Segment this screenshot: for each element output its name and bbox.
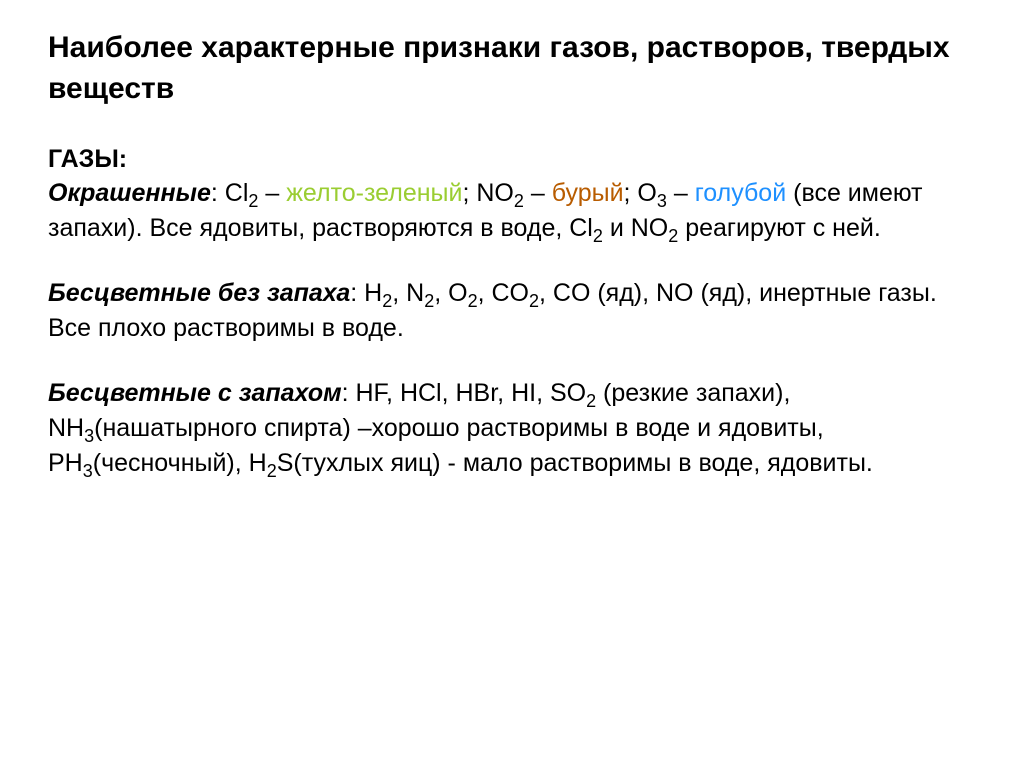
p2-s2: 2 — [424, 291, 434, 311]
p3-e: (чесночный), H — [93, 449, 267, 477]
p3-f: S(тухлых яиц) - мало растворимы в воде, … — [277, 449, 873, 477]
p3-s2: 3 — [84, 426, 94, 446]
no2-dash: – — [524, 179, 552, 207]
gas-heading: ГАЗЫ: — [48, 145, 976, 174]
tail-sub2: 2 — [668, 226, 678, 246]
p2-s1: 2 — [382, 291, 392, 311]
p3-s1: 2 — [586, 391, 596, 411]
tail-end: реагируют с ней. — [678, 214, 881, 242]
p2-d: , CO — [478, 279, 529, 307]
colorless-odorless-paragraph: Бесцветные без запаха: H2, N2, O2, CO2, … — [48, 276, 976, 346]
colorless-odor-paragraph: Бесцветные с запахом: HF, HCl, HBr, HI, … — [48, 376, 976, 481]
colored-gases-paragraph: Окрашенные: Cl2 – желто-зеленый; NO2 – б… — [48, 176, 976, 246]
no2-pre: ; NO — [462, 179, 513, 207]
tail-mid: и NO — [603, 214, 668, 242]
p3-a: : HF, HCl, HBr, HI, SO — [342, 379, 586, 407]
no2-sub: 2 — [514, 191, 524, 211]
p2-a: : H — [350, 279, 382, 307]
p3-c: (нашатырного спирта) –хорошо растворимы … — [94, 414, 824, 442]
no2-color: бурый — [552, 179, 624, 207]
p3-s3: 3 — [83, 461, 93, 481]
p2-s3: 2 — [468, 291, 478, 311]
cl2-color: желто-зеленый — [286, 179, 462, 207]
o3-pre: ; O — [624, 179, 657, 207]
p3-lead: Бесцветные с запахом — [48, 379, 342, 407]
cl2-pre: : Cl — [211, 179, 249, 207]
p2-lead: Бесцветные без запаха — [48, 279, 350, 307]
p2-s4: 2 — [529, 291, 539, 311]
p2-b: , N — [392, 279, 424, 307]
p3-s4: 2 — [267, 461, 277, 481]
o3-sub: 3 — [657, 191, 667, 211]
tail-sub1: 2 — [593, 226, 603, 246]
page-title: Наиболее характерные признаки газов, рас… — [48, 28, 976, 109]
cl2-dash: – — [258, 179, 286, 207]
cl2-sub: 2 — [248, 191, 258, 211]
o3-color: голубой — [695, 179, 786, 207]
p2-c: , O — [434, 279, 467, 307]
o3-dash: – — [667, 179, 695, 207]
p3-d: PH — [48, 449, 83, 477]
colored-lead: Окрашенные — [48, 179, 211, 207]
